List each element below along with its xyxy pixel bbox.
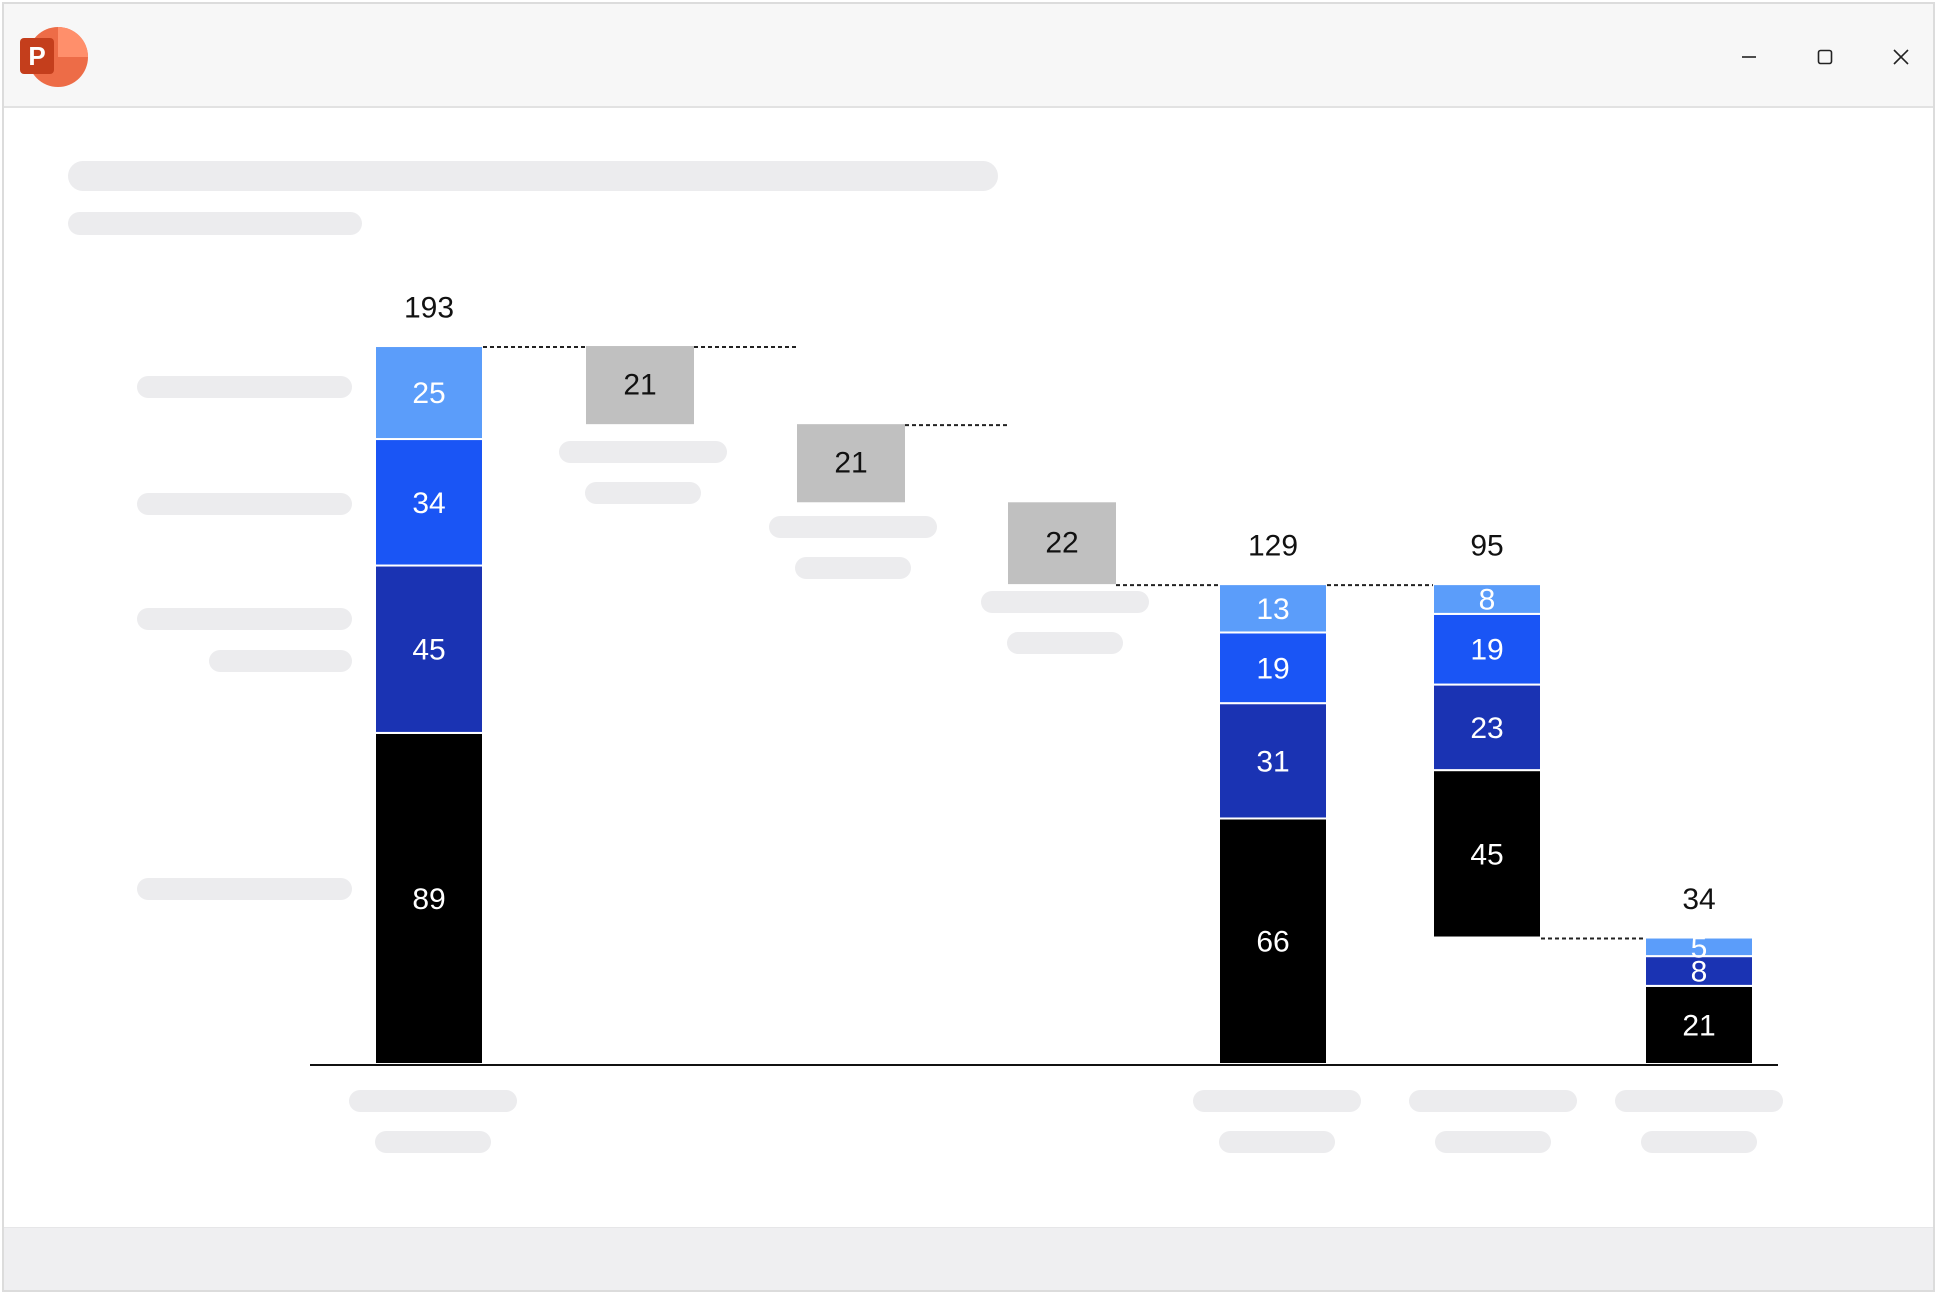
minimize-icon: [1742, 56, 1756, 58]
category-label-placeholder: [1193, 1090, 1361, 1112]
change-label-placeholder: [1007, 632, 1123, 654]
close-button[interactable]: [1874, 30, 1928, 84]
bar-segment: [1432, 769, 1542, 939]
segment-value-label: 19: [1470, 634, 1503, 667]
segment-value-label: 13: [1256, 593, 1289, 626]
bar-segment: [1644, 936, 1754, 958]
change-bar: [797, 424, 905, 503]
bar-segment: [374, 345, 484, 441]
legend-label-placeholder: [137, 878, 352, 900]
bar-segment: [374, 438, 484, 567]
slide-subtitle-placeholder: [68, 212, 362, 235]
legend-label-placeholder: [137, 608, 352, 630]
change-bar: [586, 346, 694, 425]
bar-segment: [1644, 955, 1754, 987]
change-value-label: 21: [623, 369, 656, 402]
segment-value-label: 45: [1470, 838, 1503, 871]
change-label-placeholder: [559, 441, 727, 463]
category-label-placeholder: [1219, 1131, 1335, 1153]
bar-segment: [1218, 583, 1328, 634]
minimize-button[interactable]: [1722, 30, 1776, 84]
bar-total-label: 95: [1470, 530, 1503, 563]
bar-segment: [1432, 683, 1542, 772]
category-label-placeholder: [1615, 1090, 1783, 1112]
category-label-placeholder: [1641, 1131, 1757, 1153]
change-label-placeholder: [769, 516, 937, 538]
segment-value-label: 5: [1691, 931, 1708, 964]
legend-label-placeholder: [209, 650, 352, 672]
bar-segment: [374, 564, 484, 734]
category-label-placeholder: [375, 1131, 491, 1153]
change-value-label: 21: [834, 447, 867, 480]
close-icon: [1893, 49, 1909, 65]
segment-value-label: 25: [412, 377, 445, 410]
segment-value-label: 45: [412, 634, 445, 667]
segment-value-label: 19: [1256, 652, 1289, 685]
segment-value-label: 66: [1256, 926, 1289, 959]
change-label-placeholder: [585, 482, 701, 504]
legend-label-placeholder: [137, 493, 352, 515]
powerpoint-icon-letter: P: [28, 41, 45, 71]
category-label-placeholder: [1409, 1090, 1577, 1112]
change-label-placeholder: [795, 557, 911, 579]
segment-value-label: 21: [1682, 1009, 1715, 1042]
maximize-button[interactable]: [1798, 30, 1852, 84]
segment-value-label: 31: [1256, 745, 1289, 778]
title-bar: P: [4, 4, 1933, 108]
status-bar: [4, 1227, 1933, 1290]
category-label-placeholder: [1435, 1131, 1551, 1153]
powerpoint-icon: P: [18, 24, 90, 90]
bar-segment: [374, 731, 484, 1065]
segment-value-label: 34: [412, 487, 445, 520]
maximize-icon: [1817, 49, 1833, 65]
bar-total-label: 34: [1682, 883, 1715, 916]
bar-segment: [1432, 583, 1542, 615]
segment-value-label: 23: [1470, 712, 1503, 745]
legend-label-placeholder: [137, 376, 352, 398]
bar-total-label: 193: [404, 292, 454, 325]
segment-value-label: 8: [1479, 584, 1496, 617]
change-bar: [1008, 502, 1116, 585]
segment-value-label: 89: [412, 883, 445, 916]
change-value-label: 22: [1045, 527, 1078, 560]
change-label-placeholder: [981, 591, 1149, 613]
slide-title-placeholder: [68, 161, 998, 191]
bar-segment: [1218, 631, 1328, 705]
bar-total-label: 129: [1248, 530, 1298, 563]
segment-value-label: 8: [1691, 956, 1708, 989]
category-label-placeholder: [349, 1090, 517, 1112]
bar-segment: [1218, 702, 1328, 820]
bar-segment: [1218, 817, 1328, 1065]
bar-segment: [1432, 612, 1542, 686]
